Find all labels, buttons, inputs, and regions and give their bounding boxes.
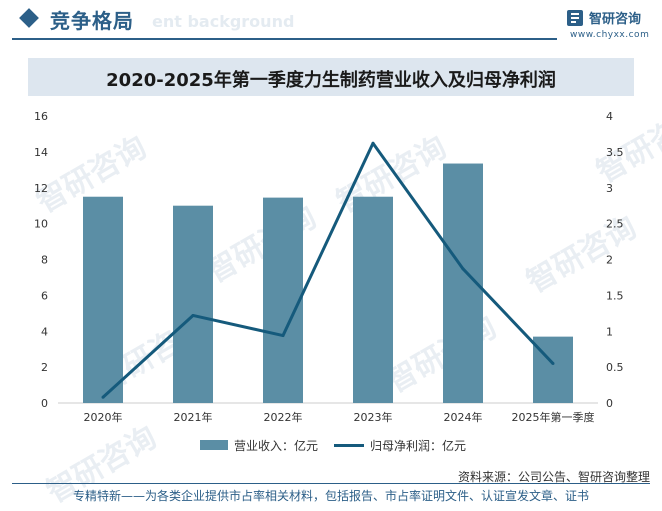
chart-title: 2020-2025年第一季度力生制药营业收入及归母净利润 xyxy=(106,70,556,91)
y-right-tick-label: 3.5 xyxy=(606,146,624,159)
x-tick-label: 2023年 xyxy=(354,410,393,424)
y-left-tick-label: 6 xyxy=(41,289,48,302)
point-net-profit xyxy=(191,313,195,317)
x-tick-label: 2022年 xyxy=(264,410,303,424)
legend-swatch-profit xyxy=(334,444,364,447)
chart-legend: 营业收入：亿元 归母净利润：亿元 xyxy=(0,436,662,456)
y-left-tick-label: 10 xyxy=(34,218,48,231)
y-right-tick-label: 1.5 xyxy=(606,289,624,302)
footer-divider xyxy=(12,483,650,484)
y-left-tick-label: 4 xyxy=(41,325,48,338)
y-right-tick-label: 2 xyxy=(606,254,613,267)
y-right-tick-label: 2.5 xyxy=(606,218,624,231)
x-tick-label: 2024年 xyxy=(444,410,483,424)
bar-revenue xyxy=(83,196,123,403)
y-left-tick-label: 0 xyxy=(41,397,48,410)
legend-label-revenue: 营业收入：亿元 xyxy=(234,439,319,453)
point-net-profit xyxy=(371,141,375,145)
footer-banner: 专精特新——为各类企业提供市占率相关材料，包括报告、市占率证明文件、认证宣发文章… xyxy=(72,489,589,503)
x-tick-label: 2025年第一季度 xyxy=(512,410,595,424)
line-net-profit xyxy=(101,141,555,399)
brand-name: 智研咨询 xyxy=(589,12,642,27)
legend-swatch-revenue xyxy=(200,440,228,450)
chart-plot: 0 2 4 6 8 10 12 14 16 0 0.5 1 1.5 2 2.5 3 3.5 4 2020年 2021年… xyxy=(34,110,624,424)
source-note: 资料来源：公司公告、智研咨询整理 xyxy=(457,470,650,484)
y-right-tick-label: 0 xyxy=(606,397,613,410)
header-diamond-icon xyxy=(19,8,39,28)
bar-revenue xyxy=(263,197,303,403)
y-left-tick-label: 14 xyxy=(34,146,48,159)
y-left-tick-label: 2 xyxy=(41,361,48,374)
x-tick-label: 2020年 xyxy=(84,410,123,424)
point-net-profit xyxy=(281,334,285,338)
brand-logo-icon xyxy=(567,10,583,26)
y-left-tick-label: 12 xyxy=(34,182,48,195)
bar-revenue xyxy=(353,196,393,403)
y-right-tick-label: 4 xyxy=(606,110,613,123)
y-right-tick-label: 3 xyxy=(606,182,613,195)
point-net-profit xyxy=(461,267,465,271)
chart-title-bar: 2020-2025年第一季度力生制药营业收入及归母净利润 xyxy=(28,58,634,96)
header-watermark: ent background xyxy=(152,12,295,31)
x-tick-label: 2021年 xyxy=(174,410,213,424)
legend-label-profit: 归母净利润：亿元 xyxy=(370,439,467,453)
section-title: 竞争格局 xyxy=(50,9,134,33)
bar-revenue xyxy=(173,205,213,403)
point-net-profit xyxy=(551,362,555,366)
page-header: 竞争格局 ent background 智研咨询 www.chyxx.com xyxy=(0,0,662,42)
bar-revenue xyxy=(533,336,573,403)
brand-url: www.chyxx.com xyxy=(570,30,650,40)
y-right-tick-label: 0.5 xyxy=(606,361,624,374)
y-left-tick-label: 8 xyxy=(41,254,48,267)
y-right-tick-label: 1 xyxy=(606,325,613,338)
y-left-tick-label: 16 xyxy=(34,110,48,123)
header-divider xyxy=(12,38,557,40)
point-net-profit xyxy=(101,395,105,399)
